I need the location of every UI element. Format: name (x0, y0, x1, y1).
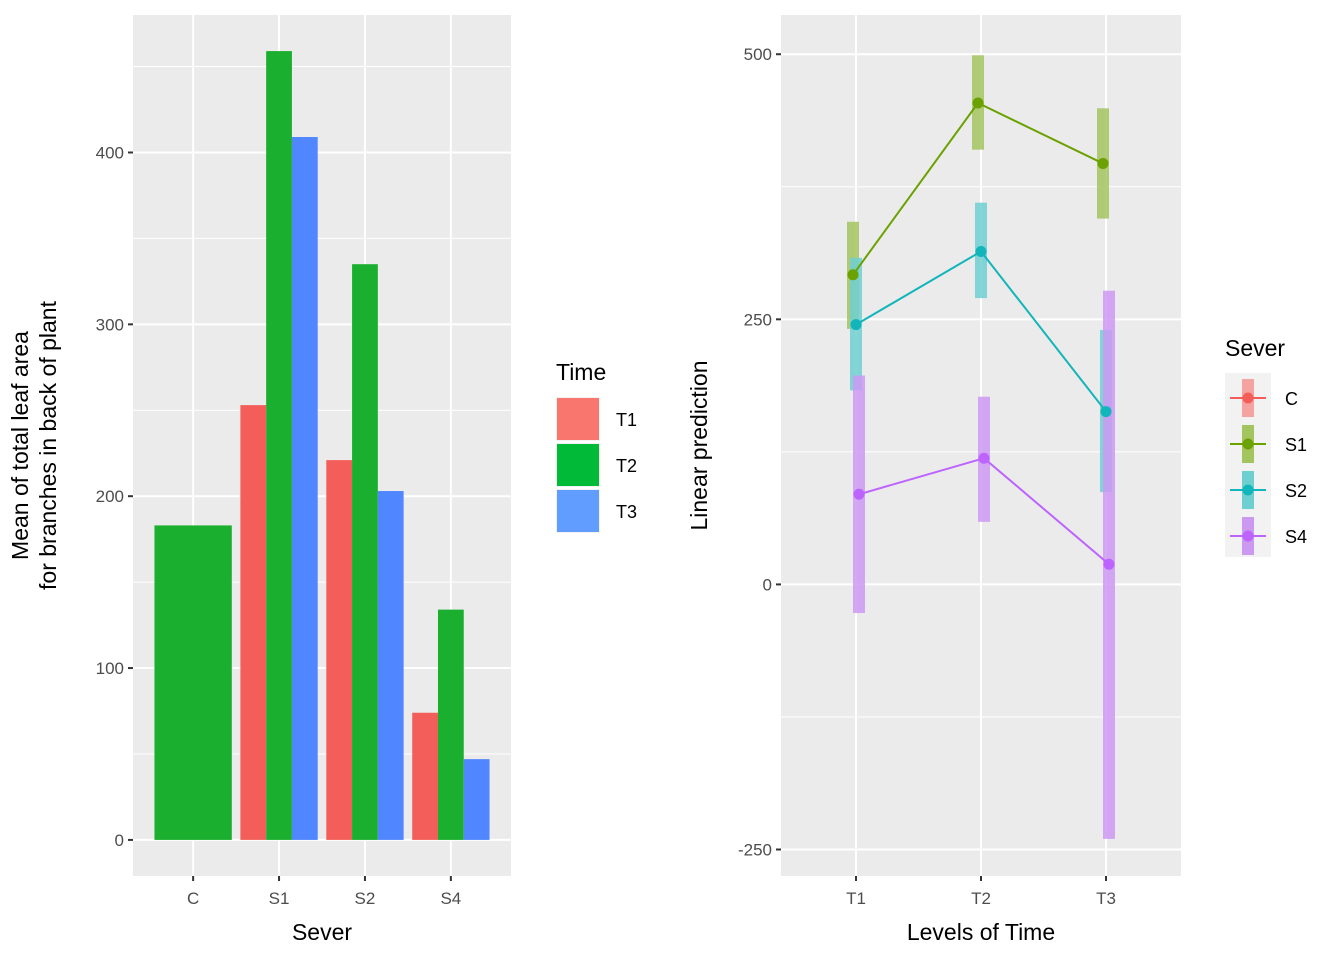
legend-title: Time (556, 359, 606, 385)
bar-S1-T3 (291, 137, 318, 840)
bar-S2-T1 (326, 460, 353, 840)
point-S4-T3 (1103, 558, 1115, 570)
point-S1-T3 (1097, 157, 1109, 169)
bar-S4-T3 (463, 759, 490, 840)
bar-C-T2 (154, 525, 232, 840)
legend-key-point-S4 (1242, 530, 1254, 542)
legend-key-T3 (557, 490, 599, 532)
x-tick-label: S4 (440, 889, 461, 908)
point-S2-T2 (975, 245, 987, 257)
y-axis-title: Linear prediction (686, 360, 712, 530)
legend-label: C (1285, 389, 1298, 409)
bar-S2-T2 (352, 264, 378, 840)
x-tick-label: T3 (1096, 889, 1116, 908)
y-tick-label: 250 (744, 310, 772, 329)
legend-sever: Sever C S1 S2 S4 (1225, 335, 1307, 557)
y-tick-label: 400 (96, 143, 124, 162)
x-tick-label: T1 (846, 889, 866, 908)
y-tick-label: 0 (763, 575, 772, 594)
y-axis-title-line: Mean of total leaf area (7, 331, 33, 560)
legend-title: Sever (1225, 335, 1285, 361)
legend-label: S2 (1285, 481, 1307, 501)
y-axis-title: Mean of total leaf areafor branches in b… (7, 300, 61, 590)
x-tick-label: T2 (971, 889, 991, 908)
y-tick-label: 500 (744, 45, 772, 64)
bar-S4-T2 (437, 609, 464, 840)
legend-time: Time T1 T2 T3 (556, 359, 637, 533)
x-tick-label: S2 (355, 889, 376, 908)
legend-label: T3 (616, 502, 637, 522)
bar-S4-T1 (412, 712, 438, 840)
x-tick-label: C (187, 889, 199, 908)
y-tick-label: 0 (115, 831, 124, 850)
point-S2-T1 (850, 319, 862, 331)
interaction-chart: -250 0 250 500 T1 T2 T3 Levels of Time Linear pr… (686, 15, 1181, 945)
legend-key-point-S2 (1242, 484, 1254, 496)
x-axis-title: Levels of Time (907, 919, 1055, 945)
legend-key-T1 (557, 398, 599, 440)
legend-key-point-S1 (1242, 438, 1254, 450)
y-tick-label: 100 (96, 659, 124, 678)
point-S2-T3 (1100, 406, 1112, 418)
x-axis-title: Sever (292, 919, 352, 945)
legend-key-point-C (1242, 392, 1254, 404)
legend-label: T1 (616, 410, 637, 430)
legend-label: S1 (1285, 435, 1307, 455)
point-S1-T2 (972, 97, 984, 109)
y-tick-label: 200 (96, 487, 124, 506)
bar-chart: 0 100 200 300 400 C S1 S2 S4 Sever Mean of total l… (7, 15, 511, 945)
y-tick-label: 300 (96, 315, 124, 334)
y-tick-label: -250 (738, 840, 772, 859)
legend-key-T2 (557, 444, 599, 486)
bar-S2-T3 (377, 491, 404, 840)
bar-S1-T2 (266, 51, 292, 840)
legend-label: S4 (1285, 527, 1307, 547)
point-S4-T2 (978, 452, 990, 464)
point-S1-T1 (847, 269, 859, 281)
y-axis-title-line: for branches in back of plant (35, 300, 61, 590)
legend-label: T2 (616, 456, 637, 476)
x-tick-label: S1 (269, 889, 290, 908)
point-S4-T1 (853, 488, 865, 500)
bar-S1-T1 (240, 405, 267, 840)
